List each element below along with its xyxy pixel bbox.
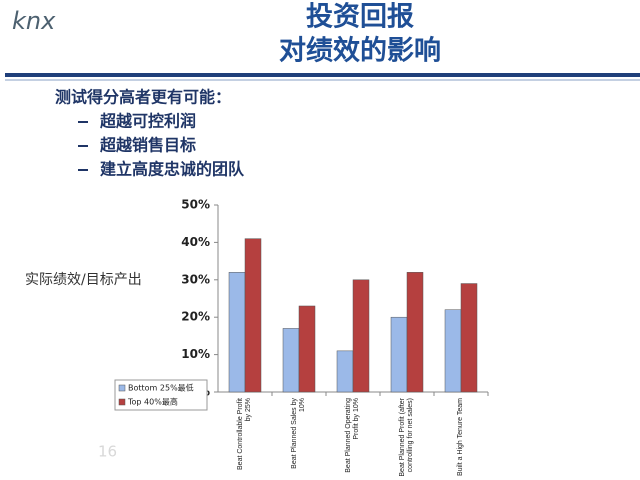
legend-label: Top 40%最高 <box>127 397 178 407</box>
bar <box>390 316 408 393</box>
x-tick-label: Built a High Tenure Team <box>456 398 464 476</box>
bar <box>228 272 246 393</box>
bar <box>282 328 300 393</box>
bullet-item: 超越销售目标 <box>99 136 196 155</box>
legend-swatch <box>118 384 126 392</box>
legend-box <box>114 379 208 411</box>
bullet-lead: 测试得分高者更有可能： <box>55 88 231 107</box>
bar <box>406 272 424 393</box>
bar <box>352 279 370 393</box>
y-tick-label: 30% <box>181 272 210 286</box>
bar <box>298 305 316 393</box>
y-tick-label: 10% <box>181 347 210 361</box>
title-line: 投资回报 <box>306 2 414 33</box>
bar <box>444 309 462 393</box>
bar <box>336 350 354 393</box>
bar <box>244 238 262 393</box>
bullet-item: 超越可控利润 <box>99 112 196 131</box>
bar <box>460 283 478 393</box>
title-line: 对绩效的影响 <box>279 35 441 67</box>
x-tick-label: Beat Planned Profit (after controlling f… <box>398 398 414 477</box>
y-tick-label: 20% <box>181 310 210 324</box>
logo: knx <box>12 7 56 35</box>
x-tick-label: Beat Planned Operating Profit by 10% <box>344 398 360 473</box>
y-tick-label: 50% <box>181 198 210 212</box>
legend-label: Bottom 25%最低 <box>128 383 194 393</box>
x-tick-label: Beat Controllable Profit by 25% <box>236 398 252 470</box>
legend-swatch <box>118 398 126 406</box>
y-tick-label: 40% <box>181 235 210 249</box>
page-number: 16 <box>98 443 117 461</box>
x-tick-label: Beat Planned Sales by 10% <box>290 398 306 469</box>
y-axis-label: 实际绩效/目标产出 <box>25 272 142 288</box>
header-rule <box>5 73 640 77</box>
bullet-item: 建立高度忠诚的团队 <box>100 160 245 179</box>
